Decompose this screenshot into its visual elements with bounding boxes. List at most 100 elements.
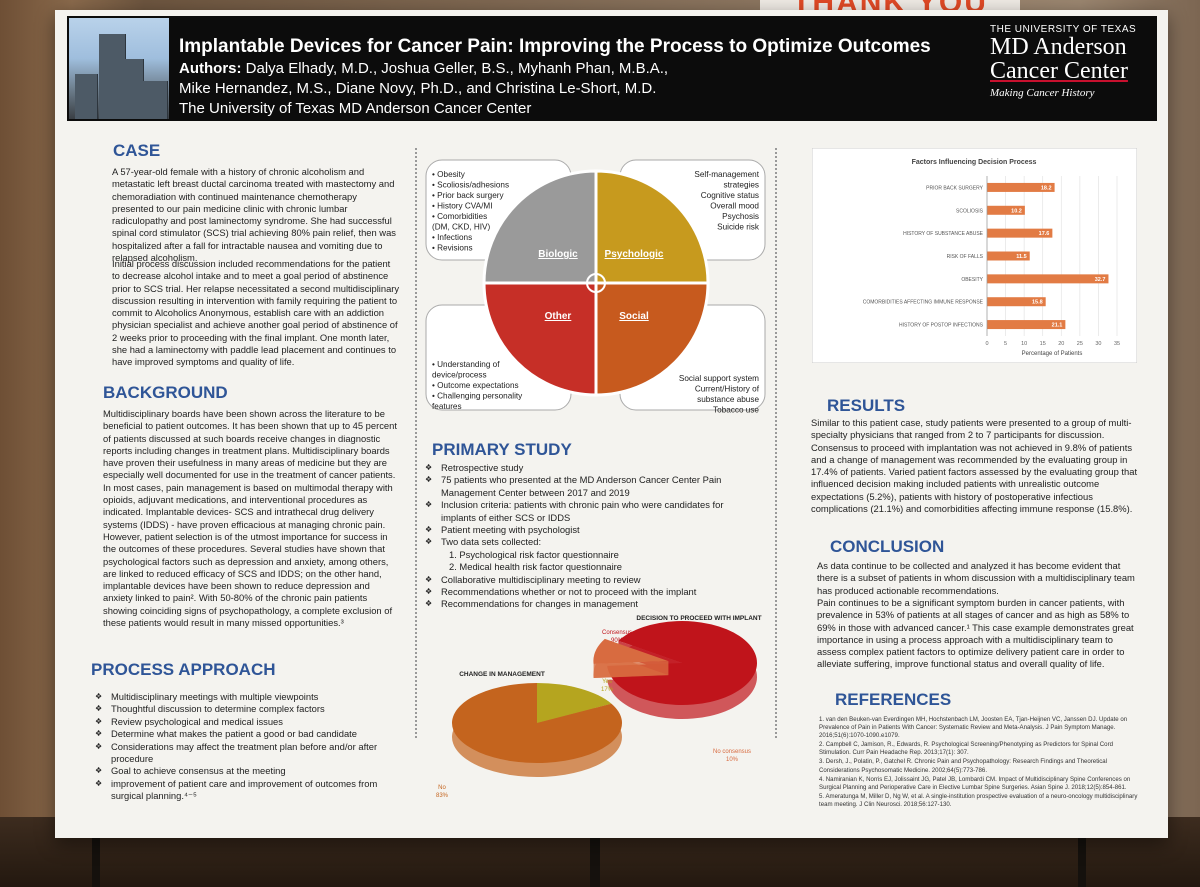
psychologic-item: Overall mood	[710, 202, 759, 211]
x-tick-label: 0	[985, 341, 988, 347]
primary-item: Collaborative multidisciplinary meeting …	[423, 574, 753, 587]
logo-tagline: Making Cancer History	[990, 87, 1095, 99]
reference-item: 4. Namiranian K, Norris EJ, Jolissaint J…	[819, 775, 1131, 791]
bar-value-label: 18.2	[1041, 185, 1052, 191]
pie-slice-value: 83%	[436, 793, 449, 799]
pie-slice-label: No	[438, 785, 446, 791]
easel-leg-center	[590, 838, 600, 887]
pie-slice-value: 90%	[611, 638, 624, 644]
process-item: Review psychological and medical issues	[93, 716, 393, 729]
authors-text-1: Dalya Elhady, M.D., Joshua Geller, B.S.,…	[245, 60, 669, 77]
primary-item: Recommendations whether or not to procee…	[423, 586, 753, 599]
authors-label: Authors:	[179, 60, 242, 77]
pie-slice-label: No consensus	[713, 749, 751, 755]
authors-line-1: Authors: Dalya Elhady, M.D., Joshua Gell…	[179, 60, 668, 77]
psychologic-item: Psychosis	[722, 212, 759, 221]
bar-chart-title: Factors Influencing Decision Process	[912, 159, 1037, 166]
psychologic-item: strategies	[724, 181, 760, 190]
logo-name-1: MD Anderson	[990, 34, 1127, 60]
process-item: Considerations may affect the treatment …	[93, 741, 393, 766]
case-heading: CASE	[113, 141, 161, 160]
quadrant-biologic	[482, 169, 598, 285]
psychologic-item: Suicide risk	[717, 223, 760, 232]
reference-item: 3. Dersh, J., Polatin, P., Gatchel R. Ch…	[819, 758, 1108, 774]
reference-item: 1. van den Beuken-van Everdingen MH, Hoc…	[819, 716, 1128, 740]
biologic-item: • Scoliosis/adhesions	[432, 181, 509, 190]
factors-bar-chart: Factors Influencing Decision Process 0 5 10…	[812, 148, 1137, 363]
references-heading: REFERENCES	[835, 690, 952, 709]
x-tick-label: 5	[1004, 341, 1007, 347]
references-list: 1. van den Beuken-van Everdingen MH, Hoc…	[819, 716, 1141, 810]
institution: The University of Texas MD Anderson Canc…	[179, 100, 532, 117]
x-tick-label: 20	[1058, 341, 1064, 347]
x-tick-label: 30	[1095, 341, 1101, 347]
column-divider-1	[415, 148, 417, 738]
biopsychosocial-diagram: Biologic Psychologic Other Social • Obesity…	[425, 159, 766, 415]
authors-line-2: Mike Hernandez, M.S., Diane Novy, Ph.D.,…	[179, 80, 657, 97]
building-photo	[69, 18, 169, 119]
process-heading: PROCESS APPROACH	[91, 660, 276, 679]
y-tick-label: COMORBIDITIES AFFECTING IMMUNE RESPONSE	[863, 300, 984, 306]
column-divider-2	[775, 148, 777, 738]
biologic-item: • History CVA/MI	[432, 202, 493, 211]
case-paragraph-2: Initial process discussion included reco…	[112, 258, 400, 368]
quadrant-label: Social	[619, 311, 649, 322]
pie-slice	[537, 683, 612, 723]
x-tick-label: 15	[1040, 341, 1046, 347]
poster-title: Implantable Devices for Cancer Pain: Imp…	[179, 36, 931, 57]
quadrant-label: Psychologic	[605, 249, 664, 260]
y-tick-label: OBESITY	[961, 277, 983, 283]
pie-slice-wall	[593, 661, 669, 679]
primary-item: Inclusion criteria: patients with chroni…	[423, 499, 753, 524]
conclusion-paragraph-2: Pain continues to be a significant sympt…	[817, 597, 1134, 670]
bar	[987, 182, 1055, 192]
conclusion-heading: CONCLUSION	[830, 537, 945, 556]
biologic-item: • Comorbidities	[432, 212, 487, 221]
primary-item: Two data sets collected:	[423, 536, 753, 549]
easel-leg-left	[92, 838, 100, 887]
biologic-item: • Prior back surgery	[432, 191, 504, 200]
case-paragraph-1: A 57-year-old female with a history of c…	[112, 166, 396, 264]
quadrant-other	[482, 281, 598, 397]
bar-value-label: 10.2	[1011, 208, 1022, 214]
social-item: Tobacco use	[713, 406, 759, 415]
psychologic-item: Cognitive status	[701, 191, 759, 200]
y-tick-label: RISK OF FALLS	[947, 254, 984, 260]
logo-university: THE UNIVERSITY OF TEXAS	[990, 24, 1137, 35]
primary-subitem: 2. Medical health risk factor questionna…	[449, 561, 623, 573]
primary-study-heading: PRIMARY STUDY	[432, 440, 572, 459]
pie-slice	[607, 621, 757, 705]
process-item: Thoughtful discussion to determine compl…	[93, 703, 393, 716]
other-item: features	[432, 402, 462, 411]
reference-item: 5. Ameratunga M, Miller D, Ng W, et al. …	[819, 792, 1138, 808]
primary-item: Recommendations for changes in managemen…	[423, 598, 753, 611]
process-item: improvement of patient care and improvem…	[93, 778, 393, 803]
bar	[987, 297, 1046, 307]
bar	[987, 205, 1025, 215]
other-item: • Challenging personality	[432, 392, 523, 401]
primary-study-list: Retrospective study 75 patients who pres…	[423, 462, 753, 611]
poster: Implantable Devices for Cancer Pain: Imp…	[55, 10, 1168, 838]
bar-chart-frame	[812, 148, 1137, 363]
pie-slice	[593, 638, 669, 665]
background-paragraph: Multidisciplinary boards have been shown…	[103, 408, 397, 629]
pie-slice-label: Consensus	[602, 630, 632, 636]
bar	[987, 320, 1066, 330]
social-item: Social support system	[679, 374, 759, 383]
pie-title: CHANGE IN MANAGEMENT	[459, 671, 545, 678]
x-axis-label: Percentage of Patients	[1022, 351, 1083, 357]
other-item: device/process	[432, 371, 487, 380]
primary-item: Retrospective study	[423, 462, 753, 475]
primary-item: 75 patients who presented at the MD Ande…	[423, 474, 753, 499]
social-item: Current/History of	[695, 385, 760, 394]
results-paragraph: Similar to this patient case, study pati…	[811, 417, 1138, 515]
pie-slice-label: Yes	[602, 679, 612, 685]
process-item: Multidisciplinary meetings with multiple…	[93, 691, 393, 704]
bar-value-label: 21.1	[1052, 323, 1063, 329]
bar-value-label: 11.5	[1016, 254, 1026, 260]
biologic-item: • Obesity	[432, 170, 466, 179]
cycle-icon	[586, 273, 606, 293]
reference-item: 2. Campbell C, Jamison, R., Edwards, R. …	[819, 741, 1113, 757]
y-tick-label: PRIOR BACK SURGERY	[926, 185, 984, 191]
quadrant-label: Other	[545, 311, 572, 322]
